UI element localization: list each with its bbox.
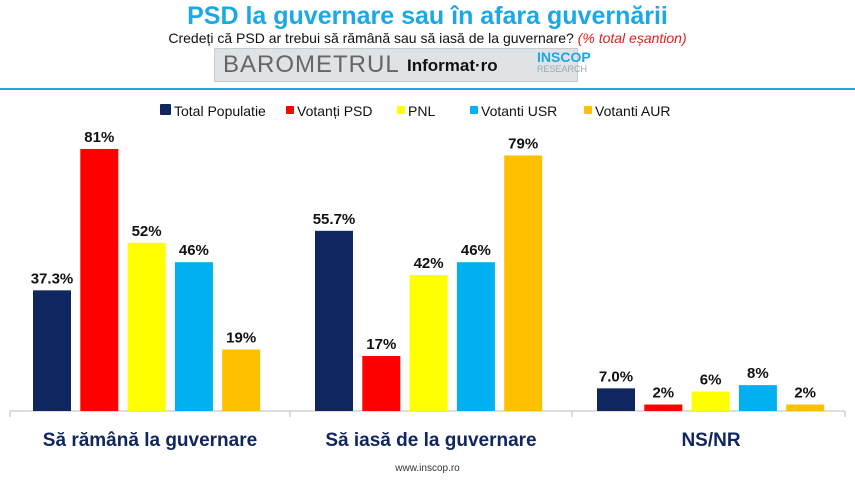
inscop-logo: INSCOP RESEARCH [537,49,591,75]
data-label: 19% [226,330,256,347]
data-label: 55.7% [313,211,356,228]
legend-label: Votanti USR [481,103,557,119]
logo-banner: BAROMETRUL Informat·ro INSCOP RESEARCH [214,48,591,82]
bar [644,404,683,411]
chart-subtitle: Credeți că PSD ar trebui să rămână sau s… [0,30,855,46]
bar [362,356,401,411]
question-text: Credeți că PSD ar trebui să rămână sau s… [168,30,574,46]
data-label: 46% [461,242,491,259]
data-label: 79% [508,135,538,152]
data-label: 52% [132,223,162,240]
data-label: 7.0% [599,368,633,385]
data-label: 2% [794,385,816,402]
data-label: 17% [366,336,396,353]
bar [33,290,71,411]
bar [127,242,166,411]
bar [691,391,730,411]
legend-label: Votanti AUR [595,103,671,119]
data-label: 2% [652,385,674,402]
bar [786,404,825,411]
data-label: 81% [84,129,114,146]
bar [222,349,261,411]
bar [409,275,448,411]
informat-logo: Informat·ro [407,56,498,75]
data-label: 37.3% [31,270,74,287]
bar [315,230,353,411]
category-label: NS/NR [681,430,740,451]
bar [738,385,777,411]
bar [597,388,635,411]
footer-url: www.inscop.ro [395,463,460,474]
legend-label: Votanți PSD [297,103,373,119]
data-label: 6% [700,372,722,389]
legend-swatch [397,106,405,114]
inscop-text: INSCOP [537,49,591,65]
legend-swatch [286,106,294,114]
data-label: 8% [747,365,769,382]
bar [504,155,543,411]
chart-title: PSD la guvernare sau în afara guvernării [187,2,668,30]
legend-swatch [470,106,478,114]
research-text: RESEARCH [537,64,588,74]
sample-note: (% total eșantion) [577,30,687,46]
legend-swatch [584,106,592,114]
header-rule [0,88,855,90]
bar [456,262,495,411]
bar [174,262,213,411]
legend-label: PNL [408,103,435,119]
data-label: 42% [414,255,444,272]
bar [80,148,119,411]
legend-swatch [160,104,171,115]
category-label: Să rămână la guvernare [43,430,257,451]
category-label: Să iasă de la guvernare [325,430,536,451]
legend-label: Total Populatie [174,103,266,119]
barometrul-logo: BAROMETRUL [223,51,400,78]
data-label: 46% [179,242,209,259]
